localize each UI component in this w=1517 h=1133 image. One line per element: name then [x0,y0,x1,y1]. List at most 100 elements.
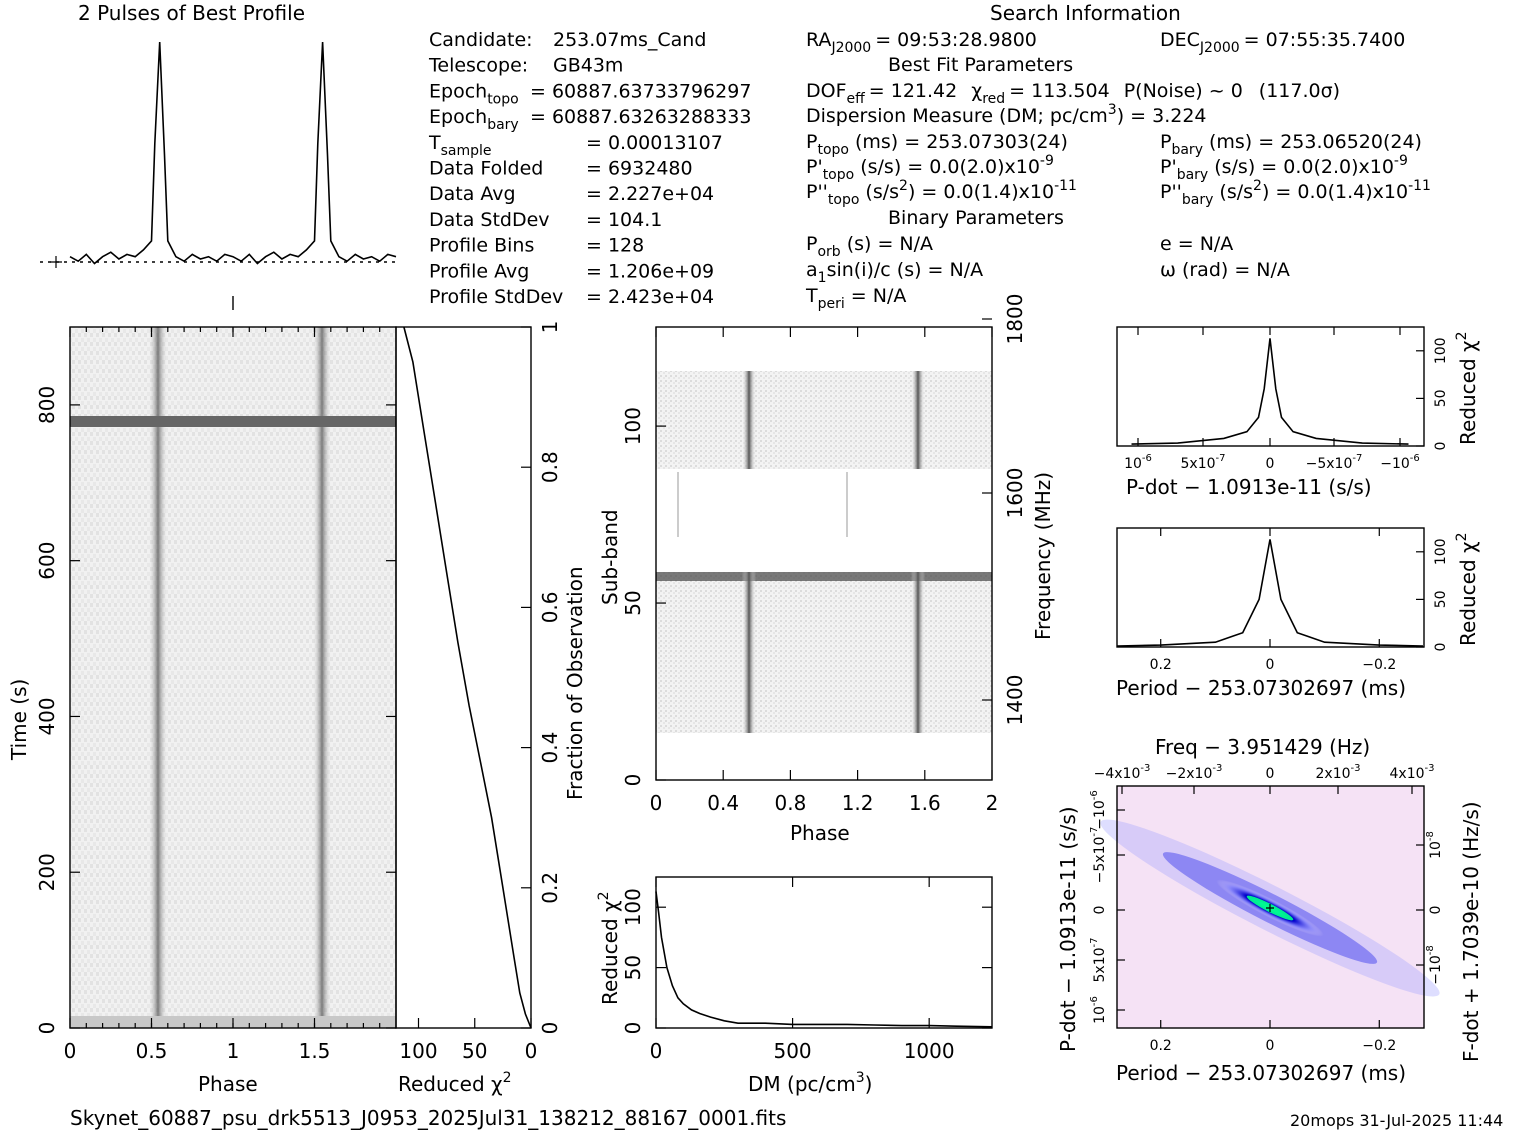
info-left-value: = 2.227e+04 [586,183,714,205]
x-tick-label: 1.6 [909,791,941,815]
y2-tick-label: 1600 [1003,468,1027,519]
y-tick-label: 600 [35,542,59,580]
chi-fraction-y-ticks: 0 0.2 0.4 0.6 0.8 1 [521,321,562,1034]
info-left-label: Telescope: [428,55,528,77]
ppdot-x-ticks: 0.2 0 −0.2 [1150,1020,1396,1054]
y-tick-label: 0 [35,1022,59,1035]
svg-text:RAJ2000= 09:53:28.9800: RAJ2000 = 09:53:28.9800 [806,29,1037,56]
chi-fraction-frame [395,326,532,1029]
y-tick-label: 50 [1433,389,1449,407]
period-chi-y-ticks: 0 50 100 [1416,538,1449,651]
pdot-chi-xlabel: P-dot − 1.0913e-11 (s/s) [1126,475,1372,499]
y2-tick-label: 0 [1428,906,1444,915]
x-tick-label: 100 [399,1039,437,1063]
top-tick-label: −2x10-3 [1166,763,1223,782]
pulse-profile-plot [40,41,397,310]
y2-tick-label: 10-8 [1425,831,1444,859]
info-left-value: GB43m [553,55,623,77]
x-tick-label: −10-6 [1380,453,1420,472]
y-tick-label: 0.2 [538,872,562,904]
y-tick-label: 50 [1433,590,1449,608]
y-tick-label: 400 [35,697,59,735]
binary-title: Binary Parameters [888,207,1064,229]
info-left-value: = 128 [586,235,644,257]
info-left-label: Data Avg [429,183,516,205]
subband-pulse-1b [742,572,756,733]
info-left-label: Tsample [428,132,492,159]
ppdot-best-marker [1266,904,1274,912]
x-tick-label: 0 [525,1039,538,1063]
pdot-chi-ylabel: Reduced χ2 [1454,331,1480,445]
info-middle: RAJ2000 = 09:53:28.9800 Best Fit Paramete… [805,29,1340,312]
y-tick-label: 100 [1433,337,1449,364]
period-chi-plot: 0.2 0 −0.2 0 50 100 Period − 253.07302697 (m… [1116,527,1480,700]
info-left-label: Profile StdDev [429,286,563,308]
ppdot-top-ticks: −4x10-3 −2x10-3 0 2x10-3 4x10-3 [1094,763,1435,794]
subband-dark-row [656,572,992,581]
x-tick-label: 0.4 [707,791,739,815]
bright-time-row [70,416,396,427]
pdot-chi-plot: 10-6 5x10-7 0 −5x10-7 −10-6 0 50 100 P-dot − 1… [1116,326,1480,499]
svg-text:Porb(s) = N/A: Porb (s) = N/A [806,233,933,260]
y-tick-label: 0 [1092,906,1108,915]
top-tick-label: 0 [1266,766,1275,782]
period-chi-xlabel: Period − 253.07302697 (ms) [1116,676,1406,700]
top-tick-label: 2x10-3 [1316,763,1361,782]
chi-fraction-x-ticks: 100 50 0 [399,1018,537,1063]
period-pdot-heatmap: 0.2 0 −0.2 −4x10-3 −2x10-3 0 2x10-3 4x10-3 10-… [1056,735,1483,1085]
x-tick-label: −5x10-7 [1306,453,1363,472]
svg-text:a1sin(i)/c (s) = N/A: a1sin(i)/c (s) = N/A [806,259,983,286]
y-tick-label: 200 [35,853,59,891]
info-left-value: = 60887.63733796297 [530,80,751,102]
dm-chi-line [655,891,993,1028]
x-tick-label: 0 [1266,1038,1275,1054]
x-tick-label: 5x10-7 [1181,453,1226,472]
info-left-value: = 0.00013107 [586,132,723,154]
y-tick-label: 0 [1433,442,1449,451]
subband-phase-heatmap: 0 0.4 0.8 1.2 1.6 2 0 50 100 1400 1600 1800 Phase… [598,294,1055,845]
x-tick-label: 0 [64,1039,77,1063]
subband-pulse-2a [911,371,925,469]
svg-text:e = N/A: e = N/A [1160,233,1233,255]
subband-x-ticks: 0 0.4 0.8 1.2 1.6 2 [650,327,998,815]
x-tick-label: 50 [462,1039,487,1063]
svg-text:Dispersion Measure (DM; pc/cm3: Dispersion Measure (DM; pc/cm3) = 3.224 [806,102,1207,127]
x-tick-label: 1.2 [842,791,874,815]
time-phase-xlabel: Phase [198,1072,258,1096]
y-tick-label: 5x10-7 [1089,938,1108,983]
subband-lower-block [656,572,992,733]
x-tick-label: 0 [650,1039,663,1063]
subband-pulse-1a [742,371,756,469]
time-phase-heatmap: 0 0.5 1 1.5 0 200 400 600 800 Phase Time (s) [7,326,397,1096]
footer-filename: Skynet_60887_psu_drk5513_J0953_2025Jul31… [70,1106,786,1130]
chi-fraction-line [403,326,532,1029]
y-tick-label: 0 [621,774,645,787]
info-left-label: Epochtopo [429,80,519,107]
svg-text:P'bary(s/s) = 0.0(2.0)x10-9: P'bary (s/s) = 0.0(2.0)x10-9 [1160,153,1408,183]
y2-tick-label: 1400 [1003,675,1027,726]
info-left-label: Data Folded [429,158,543,180]
y-tick-label: 0.4 [538,732,562,764]
y-tick-label: 100 [1433,538,1449,565]
info-left-label: Candidate: [429,29,533,51]
y2-tick-label: 1800 [1003,294,1027,345]
x-tick-label: 1000 [904,1039,955,1063]
time-phase-y-ticks: 0 200 400 600 800 [35,386,396,1035]
dm-chi-x-ticks: 0 500 1000 [650,877,955,1063]
best-fit-title: Best Fit Parameters [888,54,1073,76]
info-left-value: = 104.1 [586,209,662,231]
info-left: Candidate: 253.07ms_Cand Telescope: GB43m Ep… [428,29,751,308]
info-left-value: 253.07ms_Cand [553,29,706,51]
ppdot-title: Freq − 3.951429 (Hz) [1155,735,1370,759]
time-phase-background [70,327,396,1028]
y-tick-label: −10-6 [1089,790,1108,830]
subband-xlabel: Phase [790,821,850,845]
x-tick-label: 500 [773,1039,811,1063]
y-tick-label: 100 [621,888,645,926]
y-tick-label: 10-6 [1089,996,1108,1024]
time-phase-x-ticks: 0 0.5 1 1.5 [64,327,381,1063]
svg-text:Tperi= N/A: Tperi = N/A [805,285,906,312]
info-left-label: Profile Bins [429,235,534,257]
dm-chi-plot: 0 500 1000 0 50 100 DM (pc/cm3) Reduced χ2 [596,876,993,1096]
